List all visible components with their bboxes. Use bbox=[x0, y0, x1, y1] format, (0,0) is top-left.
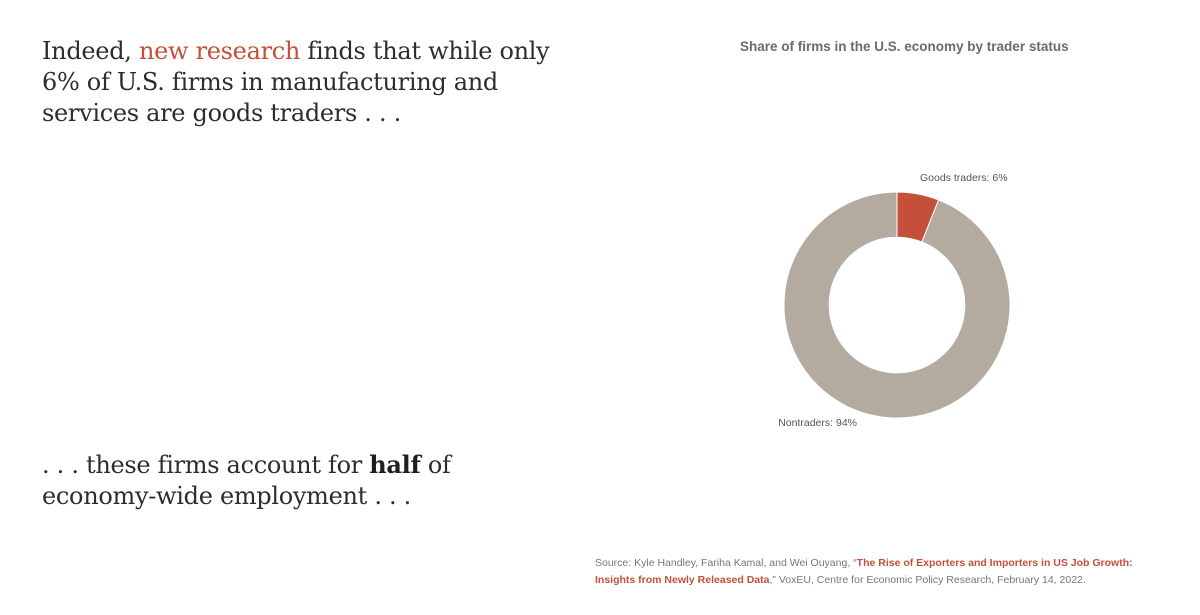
narrative-outro-post: of economy-wide employment . . . bbox=[42, 451, 451, 510]
source-prefix: Source: Kyle Handley, Fariha Kamal, and … bbox=[595, 557, 857, 569]
source-suffix: ,” VoxEU, Centre for Economic Policy Res… bbox=[769, 574, 1086, 586]
narrative-intro-pre: Indeed, bbox=[42, 37, 139, 65]
donut-label-1: Nontraders: 94% bbox=[778, 417, 857, 429]
source-link[interactable]: The Rise of Exporters and Importers in U… bbox=[595, 557, 1133, 586]
source-note: Source: Kyle Handley, Fariha Kamal, and … bbox=[595, 555, 1165, 589]
narrative-intro-post: finds that while only 6% of U.S. firms i… bbox=[42, 37, 550, 127]
donut-labels: Goods traders: 6% Nontraders: 94% bbox=[778, 172, 1007, 429]
narrative-outro-bold: half bbox=[369, 450, 421, 479]
new-research-link[interactable]: new research bbox=[138, 37, 301, 65]
chart-title: Share of firms in the U.S. economy by tr… bbox=[740, 39, 1069, 54]
donut-slices bbox=[783, 191, 1011, 419]
narrative-outro-pre: . . . these firms account for bbox=[42, 451, 370, 479]
narrative-outro: . . . these firms account for half of ec… bbox=[42, 449, 562, 512]
donut-slice-1 bbox=[783, 191, 1011, 419]
narrative-intro: Indeed, new research finds that while on… bbox=[42, 36, 562, 129]
donut-label-0: Goods traders: 6% bbox=[920, 172, 1008, 184]
donut-chart: Goods traders: 6% Nontraders: 94% bbox=[778, 172, 1011, 429]
